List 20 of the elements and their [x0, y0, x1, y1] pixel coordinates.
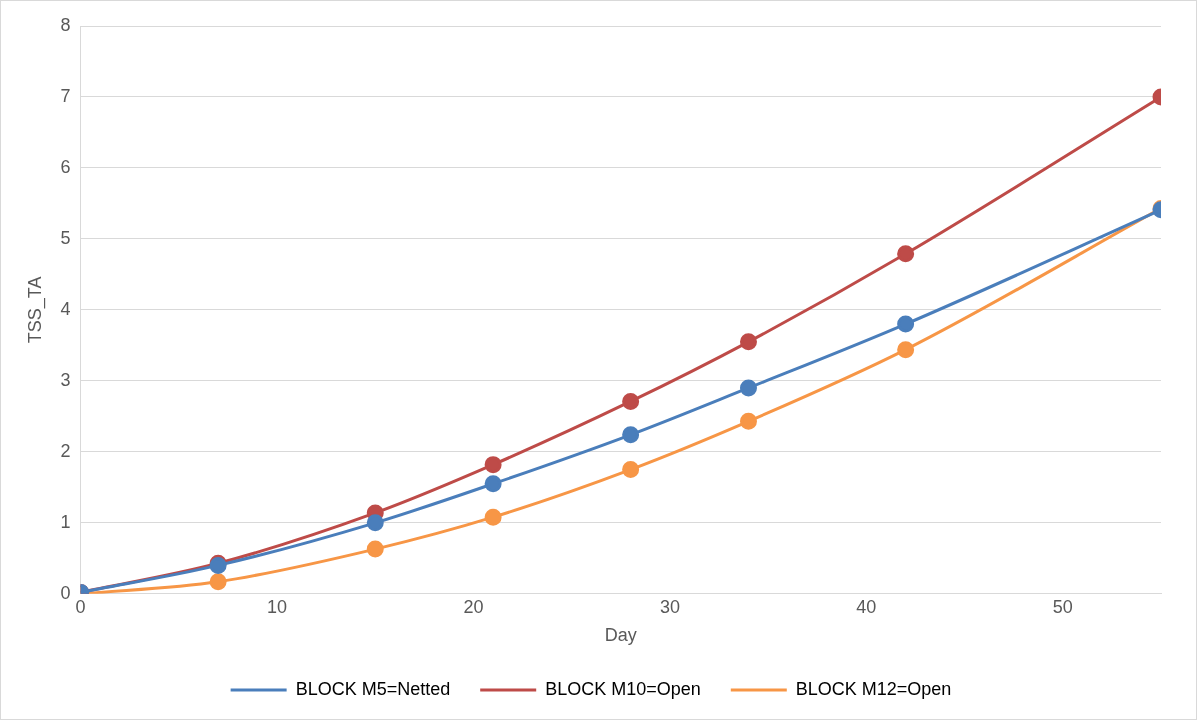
- x-tick-label: 0: [75, 596, 86, 617]
- x-axis-title: Day: [604, 625, 637, 646]
- legend-label: BLOCK M10=Open: [545, 678, 701, 699]
- y-tick-label: 5: [60, 227, 71, 248]
- x-tick-label: 50: [1052, 596, 1073, 617]
- legend-label: BLOCK M5=Netted: [295, 678, 451, 699]
- x-tick-label: 30: [659, 596, 680, 617]
- y-tick-label: 3: [60, 369, 71, 390]
- y-tick-label: 4: [60, 298, 71, 319]
- y-tick-label: 6: [60, 156, 71, 177]
- legend-label: BLOCK M12=Open: [795, 678, 952, 699]
- x-tick-label: 10: [267, 596, 288, 617]
- y-axis-title: TSS_TA: [24, 276, 46, 344]
- y-tick-label: 8: [60, 14, 71, 35]
- x-tick-label: 20: [463, 596, 484, 617]
- y-tick-label: 0: [60, 582, 71, 603]
- y-tick-label: 7: [60, 85, 71, 106]
- y-tick-label: 1: [60, 511, 71, 532]
- y-tick-label: 2: [60, 440, 71, 461]
- x-tick-label: 40: [856, 596, 877, 617]
